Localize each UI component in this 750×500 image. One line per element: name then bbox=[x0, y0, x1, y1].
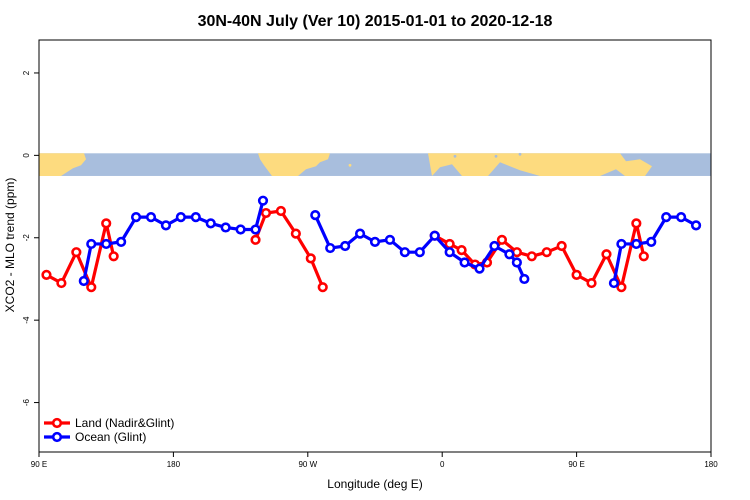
x-tick-label: 90 W bbox=[298, 460, 317, 469]
data-point bbox=[130, 212, 142, 223]
data-point bbox=[444, 247, 455, 258]
y-axis: 2 0 -2 -4 -6 bbox=[22, 70, 39, 406]
x-axis-label: Longitude (deg E) bbox=[327, 477, 422, 491]
world-map-strip bbox=[39, 152, 711, 176]
data-point bbox=[474, 263, 485, 274]
data-point bbox=[369, 236, 381, 247]
data-point bbox=[608, 277, 620, 289]
x-tick-label: 90 E bbox=[31, 460, 47, 469]
data-point bbox=[310, 210, 321, 221]
data-point bbox=[459, 257, 470, 268]
y-tick-label: 0 bbox=[22, 153, 31, 158]
y-tick-label: -4 bbox=[22, 316, 31, 324]
data-point bbox=[41, 269, 52, 280]
data-point bbox=[275, 205, 287, 217]
data-point bbox=[175, 212, 186, 223]
series-layer bbox=[41, 195, 702, 293]
data-point bbox=[519, 273, 530, 285]
map-land-1 bbox=[258, 153, 330, 176]
data-point bbox=[384, 234, 396, 245]
y-axis-label: XCO2 - MLO trend (ppm) bbox=[3, 178, 17, 313]
map-speck-1 bbox=[494, 154, 498, 158]
data-point bbox=[190, 212, 201, 223]
y-tick-label: 2 bbox=[22, 70, 31, 75]
data-point bbox=[250, 224, 261, 235]
data-point bbox=[429, 230, 440, 241]
plot-frame bbox=[38, 39, 712, 453]
data-point bbox=[541, 247, 552, 258]
data-point bbox=[235, 224, 246, 235]
data-point bbox=[116, 236, 127, 247]
data-point bbox=[71, 247, 82, 258]
data-point bbox=[511, 257, 522, 268]
map-speck-0 bbox=[518, 152, 522, 156]
data-point bbox=[340, 240, 351, 252]
map-speck-2 bbox=[453, 154, 457, 158]
data-point bbox=[56, 277, 67, 289]
data-point bbox=[616, 238, 627, 250]
data-point bbox=[601, 249, 612, 260]
data-point bbox=[305, 253, 316, 264]
data-point bbox=[78, 275, 89, 287]
data-point bbox=[456, 245, 467, 256]
data-point bbox=[101, 238, 112, 250]
data-point bbox=[489, 240, 500, 252]
x-tick-label: 0 bbox=[440, 460, 445, 469]
data-point bbox=[145, 212, 157, 223]
y-tick-label: -2 bbox=[22, 234, 31, 242]
data-point bbox=[220, 222, 231, 233]
data-point bbox=[86, 238, 97, 250]
data-point bbox=[160, 220, 172, 231]
data-point bbox=[586, 277, 597, 289]
data-point bbox=[571, 269, 582, 280]
data-point bbox=[616, 282, 627, 293]
data-point bbox=[325, 242, 336, 254]
x-axis: 90 E 180 90 W 0 90 E 180 bbox=[31, 452, 718, 469]
data-point bbox=[108, 251, 119, 262]
data-point bbox=[399, 247, 410, 258]
legend-marker bbox=[51, 431, 63, 443]
data-point bbox=[290, 228, 301, 239]
y-tick-label: -6 bbox=[22, 398, 31, 406]
data-point bbox=[646, 236, 657, 247]
data-point bbox=[250, 234, 261, 245]
data-point bbox=[496, 234, 508, 245]
data-point bbox=[504, 249, 515, 260]
data-point bbox=[661, 212, 672, 223]
series-line-0-2 bbox=[433, 221, 646, 289]
data-point bbox=[257, 195, 269, 206]
data-point bbox=[86, 282, 97, 293]
data-point bbox=[414, 247, 425, 258]
map-speck-3 bbox=[348, 163, 352, 167]
map-land-2 bbox=[428, 153, 652, 176]
data-point bbox=[676, 212, 687, 223]
series-1 bbox=[78, 195, 702, 289]
data-point bbox=[631, 218, 642, 229]
data-point bbox=[317, 282, 328, 293]
x-tick-label: 90 E bbox=[568, 460, 584, 469]
data-point bbox=[354, 228, 366, 239]
x-tick-label: 180 bbox=[167, 460, 181, 469]
x-tick-label: 180 bbox=[704, 460, 718, 469]
data-point bbox=[526, 251, 537, 262]
legend: Land (Nadir&Glint)Ocean (Glint) bbox=[44, 416, 174, 444]
data-point bbox=[690, 220, 702, 231]
data-point bbox=[205, 218, 216, 229]
chart-title: 30N-40N July (Ver 10) 2015-01-01 to 2020… bbox=[198, 13, 553, 30]
map-land-0 bbox=[39, 153, 86, 176]
series-line-1-1 bbox=[313, 214, 526, 280]
data-point bbox=[101, 218, 112, 229]
data-point bbox=[638, 251, 649, 262]
series-line-0-1 bbox=[254, 209, 325, 288]
data-point bbox=[556, 240, 567, 252]
data-point bbox=[631, 238, 642, 250]
data-point bbox=[260, 207, 272, 219]
data-point bbox=[444, 238, 455, 250]
legend-label: Land (Nadir&Glint) bbox=[75, 416, 174, 430]
legend-marker bbox=[51, 417, 63, 429]
legend-label: Ocean (Glint) bbox=[75, 430, 146, 444]
